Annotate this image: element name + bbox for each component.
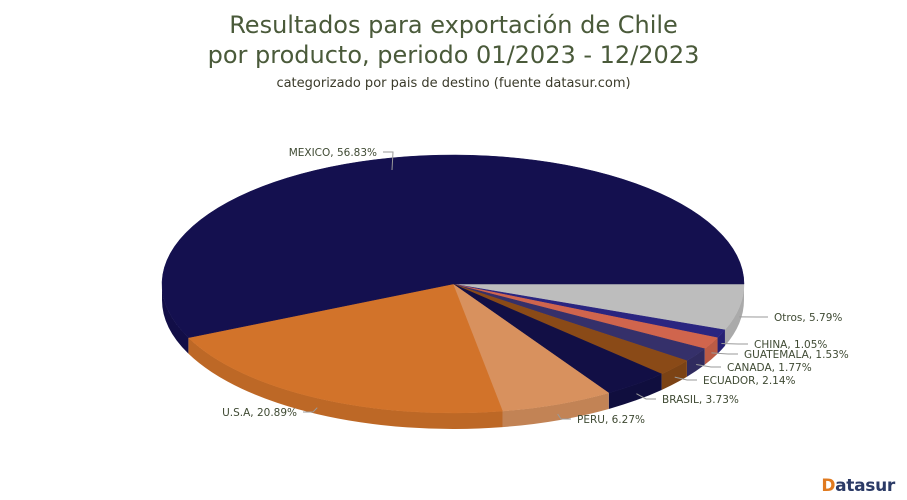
pie-sides [162, 284, 744, 429]
datasur-logo: Datasur [821, 476, 895, 496]
pie-slice-side [502, 392, 609, 428]
logo-text: atasur [835, 476, 895, 496]
data-label: CHINA, 1.05% [754, 339, 827, 351]
pie-slice-peru[interactable] [452, 283, 610, 412]
data-label: CANADA, 1.77% [727, 362, 812, 374]
data-label: Otros, 5.79% [774, 312, 842, 324]
logo-d: D [821, 476, 836, 496]
pie-slice-side [717, 329, 725, 354]
chart-subtitle: categorizado por pais de destino (fuente… [276, 76, 631, 91]
pie-slice-side [724, 284, 744, 346]
pie-slice-side [162, 284, 189, 354]
leader-line [557, 413, 571, 420]
leader-line [721, 342, 748, 345]
chart-title-line2: por producto, periodo 01/2023 - 12/2023 [207, 41, 700, 69]
data-label: ECUADOR, 2.14% [703, 375, 796, 387]
pie-top [161, 154, 745, 414]
pie-slice-side [704, 337, 718, 365]
pie-slice-side [608, 373, 662, 409]
chart-title-line1: Resultados para exportación de Chile [229, 11, 678, 39]
leader-line [674, 376, 697, 381]
data-label: U.S.A, 20.89% [222, 407, 297, 419]
data-label: PERU, 6.27% [577, 414, 645, 426]
leader-line [303, 407, 318, 413]
leader-line [711, 352, 738, 355]
leader-line [636, 393, 656, 400]
pie-slice-mexico[interactable] [161, 154, 745, 338]
pie-slice-usa[interactable] [187, 283, 503, 414]
data-label: GUATEMALA, 1.53% [744, 349, 849, 361]
pie-labels: Otros, 5.79% CHINA, 1.05%GUATEMALA, 1.53%… [222, 147, 849, 426]
leader-line [383, 151, 394, 171]
pie-slice-side [661, 360, 687, 390]
pie-slice-side [686, 348, 705, 377]
data-label: MEXICO, 56.83% [289, 147, 377, 159]
pie-slice-side [188, 337, 503, 429]
leader-line [696, 363, 721, 368]
data-label: BRASIL, 3.73% [662, 394, 739, 406]
